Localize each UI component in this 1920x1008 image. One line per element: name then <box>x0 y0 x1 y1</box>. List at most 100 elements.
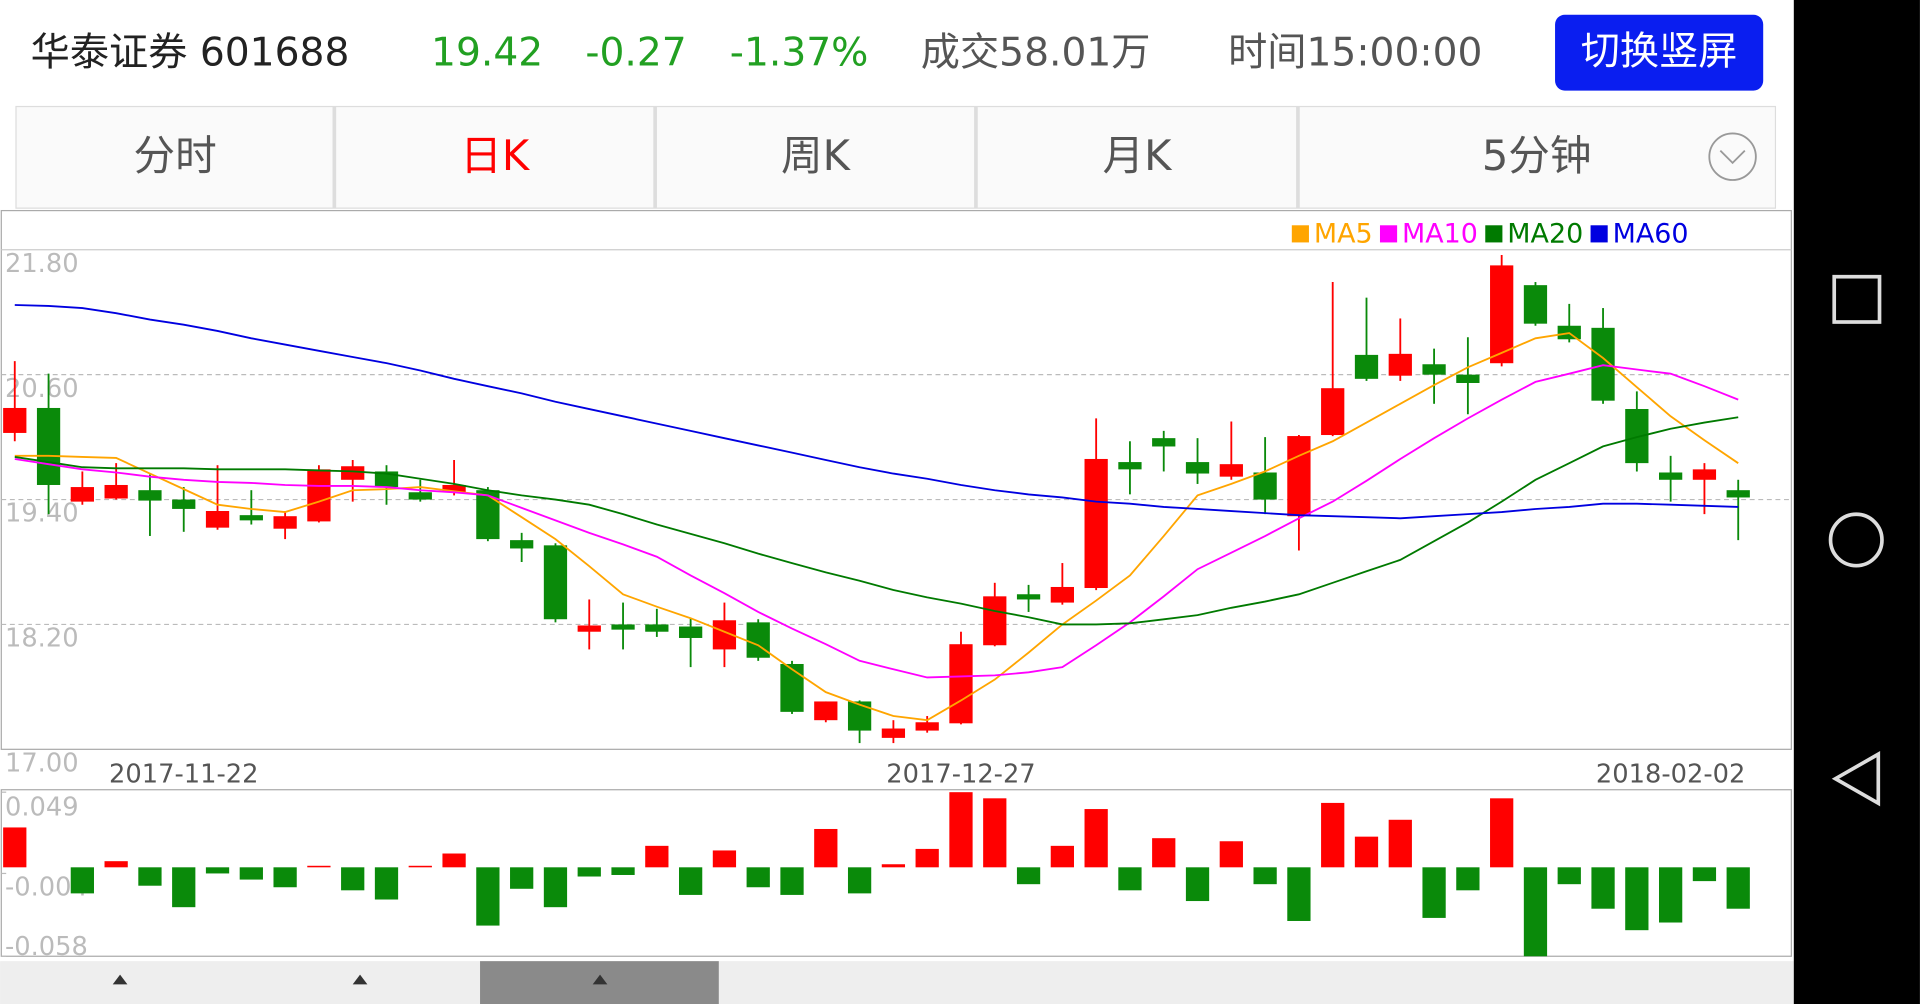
bar <box>1523 867 1548 957</box>
tab[interactable]: 周K <box>781 131 852 180</box>
ma-line <box>14 364 1739 679</box>
candle-body <box>679 626 703 638</box>
bar <box>1557 867 1581 885</box>
bar <box>1659 867 1683 923</box>
bar <box>374 867 399 900</box>
bar <box>780 867 804 895</box>
candle-body <box>1084 458 1108 589</box>
bar <box>1287 867 1311 921</box>
bar <box>1185 867 1210 902</box>
candle-body <box>205 510 230 528</box>
bar <box>1591 867 1615 909</box>
bar <box>915 848 939 868</box>
bar <box>138 867 162 886</box>
candle-body <box>1321 388 1345 436</box>
bar <box>746 867 770 888</box>
bar <box>341 867 365 891</box>
candle-body <box>1253 472 1277 500</box>
candle-body <box>1152 438 1176 447</box>
candle-body <box>1422 364 1446 375</box>
candle-body <box>273 516 297 529</box>
bar <box>1321 802 1345 868</box>
bar <box>1422 867 1446 918</box>
candle-body <box>1354 354 1379 379</box>
more-tabs[interactable] <box>1708 132 1757 181</box>
tab[interactable]: 分时 <box>134 131 217 180</box>
bar <box>1692 867 1717 882</box>
candle-body <box>1185 462 1210 474</box>
bar <box>1219 841 1243 868</box>
bar <box>104 861 128 868</box>
tab[interactable]: 日K <box>460 131 531 180</box>
legend-label: MA5 <box>1314 219 1373 250</box>
candle-body <box>712 620 737 650</box>
candle-body <box>3 407 27 433</box>
candle-body <box>1118 462 1142 470</box>
nav-bar <box>1793 0 1920 1004</box>
legend-swatch <box>1379 225 1398 243</box>
sub-chart-frame <box>0 789 1792 957</box>
percent: -1.37% <box>730 31 869 76</box>
candle-body <box>1591 327 1615 401</box>
time: 时间15:00:00 <box>1228 31 1482 76</box>
volume: 成交58.01万 <box>921 31 1151 76</box>
bottom-tabs <box>0 961 1794 1004</box>
bar <box>679 867 703 895</box>
bar <box>307 865 331 868</box>
bar <box>510 867 534 889</box>
back[interactable] <box>1831 751 1881 807</box>
bar <box>577 867 601 877</box>
candle-body <box>983 596 1007 646</box>
switch-button[interactable] <box>1555 14 1764 91</box>
bar <box>1050 845 1074 868</box>
candle-body <box>1050 586 1074 603</box>
x-tick-label: 2017-11-22 <box>109 760 258 790</box>
legend-label: MA10 <box>1402 219 1478 250</box>
bar <box>1152 838 1176 868</box>
legend-swatch <box>1485 225 1503 243</box>
bar <box>1625 867 1649 931</box>
bar <box>1253 867 1277 885</box>
candle-body <box>1490 265 1514 364</box>
candle-body <box>442 484 466 493</box>
candle-body <box>1388 353 1412 376</box>
home[interactable] <box>1828 512 1884 568</box>
candle-body <box>138 490 162 501</box>
recent-apps[interactable] <box>1832 274 1882 324</box>
candle-body <box>1287 436 1311 517</box>
candle-body <box>1523 285 1548 324</box>
candle-body <box>1659 472 1683 480</box>
y-tick-label: 17.00 <box>5 749 79 779</box>
candle-body <box>1692 469 1717 480</box>
tab[interactable]: 5分钟 <box>1482 131 1592 180</box>
bar <box>814 828 838 868</box>
candle-body <box>1016 594 1041 600</box>
stock-name: 华泰证券 601688 <box>31 31 350 76</box>
y-tick-label: 0.049 <box>5 793 79 823</box>
bar <box>273 867 297 888</box>
candle-body <box>408 492 432 500</box>
tab-bar <box>15 105 1777 209</box>
bar <box>1456 867 1480 891</box>
bar <box>239 867 263 880</box>
bar <box>847 867 872 894</box>
x-tick-label: 2017-12-27 <box>886 760 1035 790</box>
chevron <box>1719 149 1746 165</box>
candle-body <box>1456 374 1480 383</box>
bar <box>645 845 669 868</box>
bar <box>1726 867 1750 909</box>
change: -0.27 <box>585 31 686 76</box>
y-tick-label: -0.058 <box>5 932 88 962</box>
tab[interactable]: 月K <box>1102 131 1173 180</box>
candle-body <box>307 469 331 522</box>
bar <box>1118 867 1142 891</box>
y-tick-label: 21.80 <box>5 249 79 279</box>
bar <box>172 867 196 908</box>
bar <box>881 864 906 868</box>
bar <box>205 867 230 874</box>
candle-body <box>36 407 61 485</box>
switch-button-label[interactable]: 切换竖屏 <box>1581 29 1738 74</box>
bar <box>543 867 568 908</box>
